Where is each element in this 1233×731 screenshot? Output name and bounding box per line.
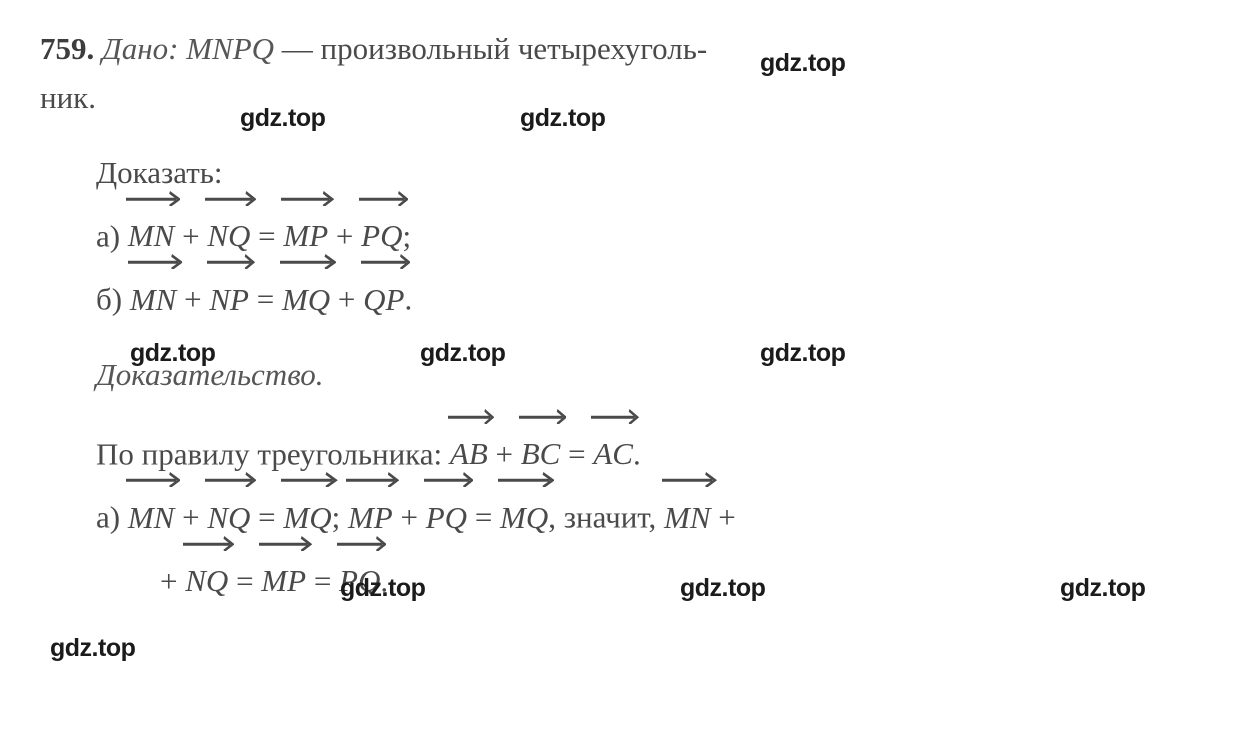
vec-text: AC [593,436,633,471]
vec-mp: MP [261,548,306,612]
vec-pq: PQ [426,484,467,548]
period: . [633,436,641,471]
vec-qp: QP [363,266,404,330]
spacer [40,405,1193,421]
watermark: gdz.top [760,330,845,378]
watermark: gdz.top [680,565,765,613]
eq: = [560,436,593,471]
prove-label: Доказать: [96,155,223,190]
vec-text: MN [128,500,175,535]
eq: = [250,218,283,253]
quad-name: MNPQ [186,31,274,66]
vec-text: MP [348,500,393,535]
given-label: Дано: [102,31,178,66]
vec-ab: AB [450,421,488,485]
line-step-a-1: а) MN + NQ = MQ; MP + PQ = MQ, значит, M… [40,484,1193,548]
vec-text: BC [521,436,561,471]
vec-text: MN [128,218,175,253]
vec-nq: NQ [207,203,250,267]
problem-number: 759. [40,31,94,66]
item-b-label: б) [96,282,130,317]
plus: + [330,282,363,317]
vec-bc: BC [521,421,561,485]
vec-mq: MQ [283,484,331,548]
vec-text: NQ [185,563,228,598]
vec-text: MP [283,218,328,253]
plus: + [174,218,207,253]
vec-ac: AC [593,421,633,485]
vec-mn: MN [128,484,175,548]
rule-prefix: По правилу треугольника: [96,436,450,471]
vec-pq: PQ [361,203,402,267]
vec-mn: MN [664,484,711,548]
vec-text: NQ [207,500,250,535]
eq: = [306,563,339,598]
vec-text: MP [261,563,306,598]
vec-text: MN [130,282,177,317]
vec-text: NQ [207,218,250,253]
line-rule: По правилу треугольника: AB + BC = AC. [40,421,1193,485]
vec-text: MQ [500,500,548,535]
line-eq-b: б) MN + NP = MQ + QP. [40,266,1193,330]
semi: ; [332,500,341,535]
vec-mn: MN [128,203,175,267]
vec-mp: MP [283,203,328,267]
watermark: gdz.top [240,95,325,143]
watermark: gdz.top [760,40,845,88]
vec-text: MQ [282,282,330,317]
plus: + [328,218,361,253]
semi: ; [402,218,411,253]
period: . [404,282,412,317]
given-line-2: ник. [40,80,96,115]
line-prove: Доказать: [40,144,1193,203]
vec-text: AB [450,436,488,471]
watermark: gdz.top [50,625,135,673]
eq: = [228,563,261,598]
vec-mn: MN [130,266,177,330]
watermark: gdz.top [130,330,215,378]
watermark: gdz.top [420,330,505,378]
line-given-2: ник. [40,69,1193,128]
vec-mq: MQ [282,266,330,330]
watermark: gdz.top [340,565,425,613]
line-step-a-2: + NQ = MP = PQ. [40,548,1193,612]
plus: + [176,282,209,317]
vec-text: PQ [361,218,402,253]
vec-mp: MP [348,484,393,548]
plus: + [488,436,521,471]
item-a-label: а) [96,218,128,253]
vec-text: MQ [283,500,331,535]
plus: + [393,500,426,535]
spacer [40,128,1193,144]
vec-nq: NQ [207,484,250,548]
comma: , [649,500,665,535]
plus-lead: + [160,563,185,598]
vec-text: QP [363,282,404,317]
vec-text: PQ [426,500,467,535]
step-a-label: а) [96,500,128,535]
vec-mq: MQ [500,484,548,548]
vec-np: NP [209,266,249,330]
vec-nq: NQ [185,548,228,612]
page: 759. Дано: MNPQ — произвольный четырехуг… [0,0,1233,731]
comma: , [548,500,564,535]
vec-text: NP [209,282,249,317]
line-eq-a: а) MN + NQ = MP + PQ; [40,203,1193,267]
given-tail-1: — произвольный четырехуголь- [274,31,707,66]
eq: = [467,500,500,535]
vec-text: MN [664,500,711,535]
plus: + [174,500,207,535]
eq: = [249,282,282,317]
plus-trail: + [711,500,736,535]
means: значит [564,500,649,535]
watermark: gdz.top [1060,565,1145,613]
watermark: gdz.top [520,95,605,143]
eq: = [250,500,283,535]
